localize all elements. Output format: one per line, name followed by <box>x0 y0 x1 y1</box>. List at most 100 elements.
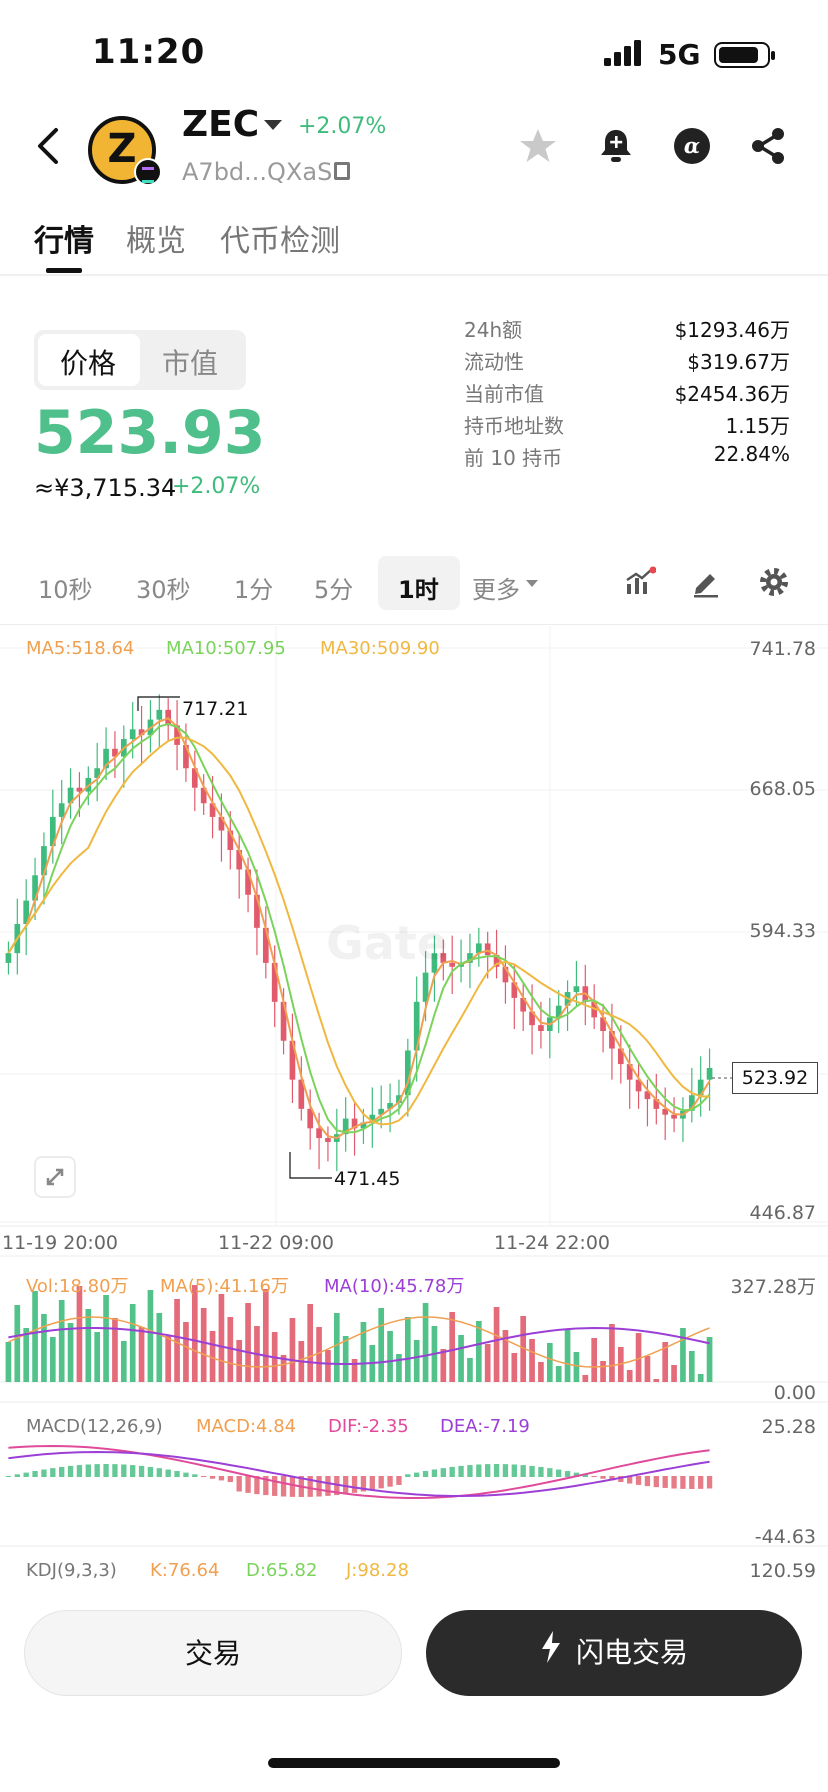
expand-icon[interactable] <box>34 1156 76 1198</box>
macd-dea-line <box>8 1450 710 1497</box>
candle <box>440 953 447 963</box>
high-marker <box>137 696 180 711</box>
tab-overview[interactable]: 概览 <box>126 224 186 259</box>
macd-bar <box>343 1476 349 1495</box>
candle <box>600 1017 606 1032</box>
volume-bar <box>644 1356 651 1382</box>
y-tick: 741.78 <box>749 638 816 660</box>
volume-bar <box>360 1322 367 1382</box>
volume-bar <box>76 1286 83 1382</box>
volume-bar <box>413 1340 420 1382</box>
candle <box>262 927 269 963</box>
macd-bar <box>316 1476 322 1497</box>
indicator-icon[interactable] <box>624 566 656 598</box>
macd-bar <box>59 1466 65 1477</box>
volume-bar <box>467 1358 473 1382</box>
candle <box>529 1011 535 1026</box>
macd-bar <box>653 1476 659 1488</box>
interval-5m[interactable]: 5分 <box>314 576 354 604</box>
volume-bar <box>573 1352 580 1382</box>
bell-plus-icon[interactable] <box>596 126 636 166</box>
candle <box>538 1025 544 1032</box>
back-icon[interactable] <box>30 124 66 168</box>
candle <box>573 986 580 993</box>
candle <box>174 725 180 745</box>
macd-bar <box>272 1476 278 1496</box>
macd-bar <box>165 1469 171 1477</box>
share-icon[interactable] <box>748 126 788 166</box>
toggle-market-cap[interactable]: 市值 <box>162 347 219 380</box>
interval-10s[interactable]: 10秒 <box>38 576 93 604</box>
volume-bar <box>147 1290 154 1382</box>
gear-icon[interactable] <box>758 566 790 598</box>
star-icon[interactable] <box>518 126 558 166</box>
macd-bar <box>174 1471 180 1477</box>
volume-bar <box>529 1339 535 1382</box>
volume-bar <box>32 1291 38 1382</box>
macd-bar <box>644 1476 651 1487</box>
macd-bar <box>609 1476 615 1481</box>
lightning-icon <box>540 1611 562 1697</box>
volume-bar <box>520 1316 527 1382</box>
volume-bar <box>325 1350 331 1382</box>
candle <box>520 997 527 1012</box>
macd-bar <box>414 1472 420 1477</box>
candle <box>697 1079 704 1096</box>
macd-bar <box>520 1465 526 1477</box>
volume-bar <box>156 1313 163 1382</box>
volume-bar <box>511 1353 518 1382</box>
volume-bar <box>688 1351 695 1382</box>
candle <box>183 744 189 769</box>
tab-token-check[interactable]: 代币检测 <box>220 224 340 259</box>
y-tick: 594.33 <box>749 920 816 942</box>
copy-icon[interactable] <box>334 162 350 180</box>
interval-more[interactable]: 更多 <box>472 576 520 604</box>
macd-bar <box>369 1476 375 1490</box>
candle <box>555 1005 562 1018</box>
macd-bar <box>307 1476 313 1497</box>
stat-value: 22.84% <box>713 442 790 466</box>
flash-trade-button[interactable]: 闪电交易 <box>426 1610 802 1696</box>
ma10-legend: MA10:507.95 <box>166 638 286 659</box>
alpha-icon[interactable]: α <box>672 126 712 166</box>
volume-bar <box>662 1342 669 1382</box>
macd-bar <box>14 1474 20 1477</box>
volume-bar <box>138 1327 145 1382</box>
macd-bar <box>591 1476 597 1478</box>
low-label: 471.45 <box>334 1168 401 1190</box>
tab-market[interactable]: 行情 <box>34 224 94 259</box>
volume-bar <box>342 1336 349 1382</box>
macd-dif-line <box>8 1444 710 1499</box>
volume-bar <box>493 1307 500 1382</box>
candle <box>218 816 225 831</box>
token-symbol[interactable]: ZEC <box>182 104 260 145</box>
chevron-down-icon[interactable] <box>264 120 282 130</box>
chevron-down-icon[interactable] <box>526 580 538 587</box>
macd-bar <box>440 1468 446 1477</box>
volume-bar <box>289 1318 296 1382</box>
candle <box>49 816 56 847</box>
candle <box>635 1079 642 1092</box>
last-price-tag: 523.92 <box>732 1062 818 1094</box>
macd-bar <box>485 1464 491 1477</box>
candlestick-chart[interactable] <box>0 626 828 1586</box>
candle <box>378 1108 385 1115</box>
interval-30s[interactable]: 30秒 <box>136 576 191 604</box>
candle <box>129 729 136 740</box>
home-indicator <box>268 1758 560 1768</box>
macd-bar <box>103 1464 109 1477</box>
trade-button[interactable]: 交易 <box>24 1610 402 1696</box>
interval-1h[interactable]: 1时 <box>398 576 439 604</box>
candle <box>387 1103 393 1109</box>
interval-1m[interactable]: 1分 <box>234 576 274 604</box>
macd-bar <box>449 1466 455 1477</box>
toggle-price[interactable]: 价格 <box>60 347 117 380</box>
volume-bar <box>165 1336 172 1382</box>
volume-bar <box>484 1344 491 1382</box>
ma30-line <box>7 736 710 1126</box>
macd-bar <box>76 1465 83 1477</box>
candle <box>511 982 518 998</box>
volume-bar <box>280 1355 287 1382</box>
draw-icon[interactable] <box>690 566 722 598</box>
macd-bar <box>387 1476 393 1487</box>
